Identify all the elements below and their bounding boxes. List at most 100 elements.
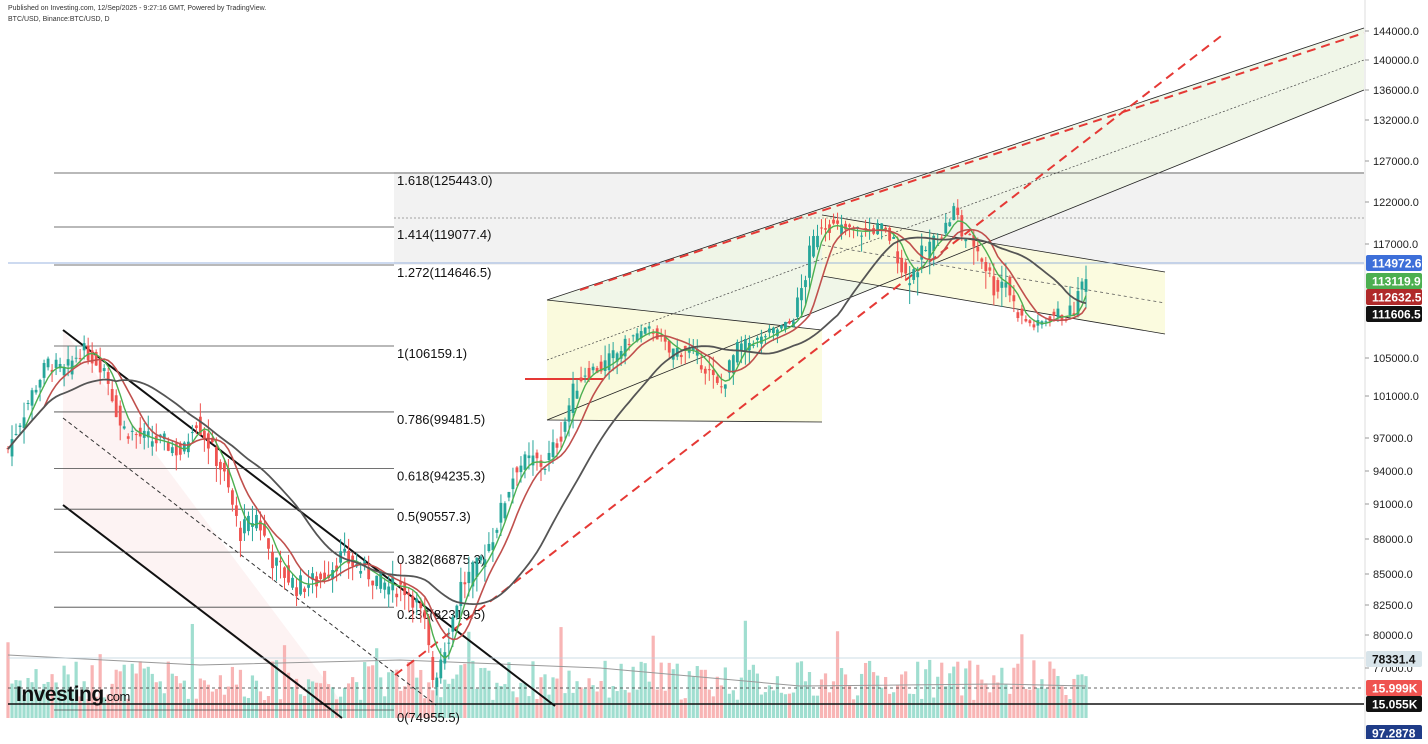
price-badge-bg (1366, 273, 1422, 289)
candle (443, 642, 447, 670)
candle (615, 351, 619, 375)
candle-body (267, 538, 270, 549)
candle (743, 334, 747, 365)
candle-body (836, 220, 839, 224)
candle (928, 229, 932, 275)
volume-bar (571, 692, 575, 718)
volume-bar (739, 677, 743, 718)
candle-body (459, 581, 463, 607)
volume-bar (491, 699, 495, 718)
volume-bar (122, 664, 126, 718)
candle-body (1020, 308, 1024, 316)
volume-bar (1016, 663, 1020, 718)
candle-body (996, 280, 1000, 292)
logo-domain: .com (103, 689, 131, 704)
volume-bar (162, 693, 166, 718)
candle (1000, 265, 1004, 308)
volume-bar (1068, 699, 1072, 718)
candle-body (1000, 281, 1004, 288)
volume-bar (206, 684, 210, 718)
candle (331, 562, 335, 593)
candle (30, 387, 34, 422)
candle (1076, 276, 1080, 318)
volume-bar (367, 666, 371, 718)
volume-bar (783, 694, 788, 718)
candle-body (972, 234, 976, 247)
volume-bar (815, 695, 820, 718)
moving-averages (7, 220, 1087, 660)
volume-bar (391, 671, 395, 718)
volume-bar (86, 699, 90, 718)
candle (267, 538, 270, 560)
candle-body (26, 403, 30, 405)
candle (916, 266, 920, 296)
candle-body (555, 443, 559, 448)
price-badge: 114972.6 (1366, 255, 1422, 271)
candle (816, 224, 819, 250)
volume-bar (755, 673, 759, 718)
candle-body (683, 345, 687, 351)
candle-body (227, 469, 230, 488)
volume-bar (523, 683, 527, 718)
symbol-info: BTC/USD, Binance:BTC/USD, D (8, 16, 110, 23)
descending-channel-top (62, 329, 556, 707)
y-tick-label: 105000.0 (1373, 353, 1419, 365)
price-badge: 112632.5 (1366, 289, 1422, 305)
y-tick-label: 132000.0 (1373, 115, 1419, 127)
volume-bar (150, 673, 154, 718)
candle-body (1068, 305, 1072, 316)
volume-bar (775, 676, 780, 718)
volume-bar (178, 683, 182, 718)
candle-body (1012, 295, 1016, 302)
volume-bar (767, 685, 772, 718)
volume-bar (924, 669, 928, 718)
candle-body (359, 571, 363, 574)
price-badge-bg (1366, 725, 1422, 741)
volume-bar (1052, 668, 1056, 718)
candle (435, 672, 439, 696)
candle (1008, 275, 1012, 303)
volume-bar (867, 660, 872, 718)
candle (563, 417, 567, 439)
y-tick-label: 127000.0 (1373, 156, 1419, 168)
candle-body (407, 592, 411, 595)
flag-1-top (546, 299, 823, 331)
volume-bar (651, 635, 655, 718)
y-tick-label: 136000.0 (1373, 85, 1419, 97)
candle-body (739, 343, 743, 352)
candle-body (1032, 324, 1036, 328)
volume-bar (964, 668, 968, 718)
volume-bar (984, 683, 988, 718)
volume-bar (447, 683, 451, 718)
volume-bar (884, 676, 888, 718)
candle-body (295, 587, 298, 597)
candle (531, 440, 535, 476)
volume-bar (807, 672, 812, 718)
candle (319, 571, 322, 589)
fibonacci-levels: 1.618(125443.0) 1.414(119077.4) 1.272(1146… (54, 172, 1364, 725)
volume-bar (687, 671, 691, 718)
candle (727, 359, 731, 380)
volume-bar (888, 693, 892, 718)
volume-bar (575, 681, 579, 718)
ma-mid-line (7, 227, 1087, 641)
candle (243, 504, 246, 541)
volume-bar (202, 680, 206, 718)
candle (864, 219, 867, 237)
candle (1020, 304, 1024, 325)
price-badge-label: 113119.9 (1372, 275, 1421, 289)
volume-bar (579, 687, 583, 718)
candle (46, 356, 50, 371)
volume-bar (98, 654, 102, 718)
candle-body (948, 222, 952, 227)
volume-ma-line (7, 654, 1087, 687)
volume-bar (415, 677, 419, 718)
candle-body (968, 233, 972, 236)
candle-body (579, 377, 583, 382)
volume-bar (503, 684, 507, 718)
candle (367, 555, 371, 587)
volume-bar (54, 682, 58, 718)
candle-body (110, 389, 114, 402)
candle-body (122, 426, 126, 429)
